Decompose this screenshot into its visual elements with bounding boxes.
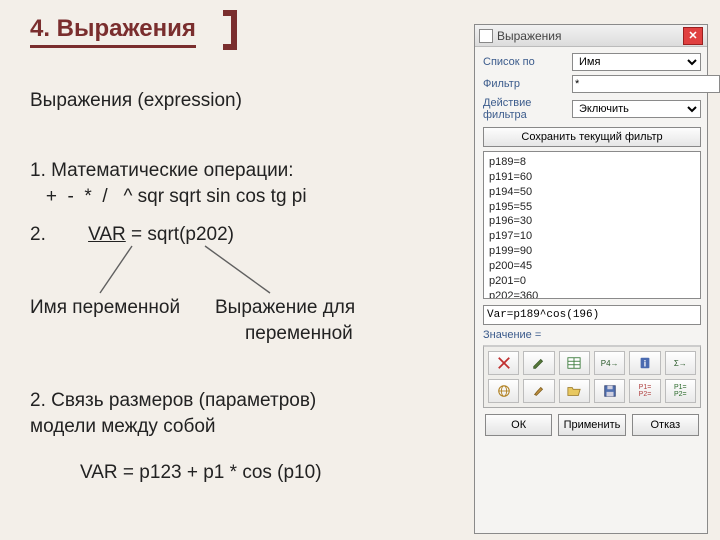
list-by-label: Список по <box>483 56 568 68</box>
list-item[interactable]: p202=360 <box>489 289 695 299</box>
list-item[interactable]: p196=30 <box>489 214 695 229</box>
value-label: Значение = <box>483 329 701 341</box>
close-button[interactable]: ✕ <box>683 27 703 45</box>
rel-1: 2. Связь размеров (параметров) <box>30 390 316 411</box>
tool-save[interactable] <box>594 379 625 403</box>
example-line: 2. VAR = sqrt(p202) <box>30 222 234 248</box>
list-item[interactable]: p200=45 <box>489 259 695 274</box>
list-item[interactable]: p195=55 <box>489 200 695 215</box>
list-item[interactable]: p189=8 <box>489 155 695 170</box>
tool-table[interactable] <box>559 351 590 375</box>
filter-label: Фильтр <box>483 78 568 90</box>
example-rest: = sqrt(p202) <box>126 224 234 245</box>
list-item[interactable]: p201=0 <box>489 274 695 289</box>
list-item[interactable]: p191=60 <box>489 170 695 185</box>
save-filter-button[interactable]: Сохранить текущий фильтр <box>483 127 701 147</box>
intro-line: Выражения (expression) <box>30 88 242 114</box>
apply-button[interactable]: Применить <box>558 414 625 436</box>
math-ops-block: 1. Математические операции: + - * / ^ sq… <box>30 158 307 209</box>
title-bracket-decor <box>223 10 237 50</box>
tool-info[interactable]: i <box>629 351 660 375</box>
tool-p4[interactable]: P4→ <box>594 351 625 375</box>
example-var: VAR <box>88 224 126 245</box>
dialog-icon <box>479 29 493 43</box>
label-expr-2: переменной <box>215 323 353 344</box>
ok-button[interactable]: ОК <box>485 414 552 436</box>
filter-input[interactable] <box>572 75 720 93</box>
label-expr: Выражение для переменной <box>215 295 355 346</box>
tool-edit[interactable] <box>523 351 554 375</box>
tool-globe[interactable] <box>488 379 519 403</box>
toolbar: P4→ i Σ→ P1=P2= P1=P2= <box>483 345 701 408</box>
label-var-name: Имя переменной <box>30 295 180 321</box>
tool-open[interactable] <box>559 379 590 403</box>
list-by-select[interactable]: Имя <box>572 53 701 71</box>
label-expr-1: Выражение для <box>215 297 355 318</box>
variable-listbox[interactable]: p189=8 p191=60 p194=50 p195=55 p196=30 p… <box>483 151 701 299</box>
ops-heading: 1. Математические операции: <box>30 160 294 181</box>
dialog-title-text: Выражения <box>497 29 679 43</box>
tool-sum[interactable]: Σ→ <box>665 351 696 375</box>
arrow-lines <box>0 0 460 540</box>
list-item[interactable]: p197=10 <box>489 229 695 244</box>
relation-block: 2. Связь размеров (параметров) модели ме… <box>30 388 316 439</box>
tool-brush[interactable] <box>523 379 554 403</box>
filter-action-label: Действие фильтра <box>483 97 568 121</box>
dialog-titlebar: Выражения ✕ <box>475 25 707 47</box>
list-item[interactable]: p194=50 <box>489 185 695 200</box>
expression-input[interactable] <box>483 305 701 325</box>
list-item[interactable]: p199=90 <box>489 244 695 259</box>
example-num: 2. <box>30 224 51 245</box>
tool-p1p2-b[interactable]: P1=P2= <box>665 379 696 403</box>
tool-p1p2-a[interactable]: P1=P2= <box>629 379 660 403</box>
svg-text:i: i <box>644 359 646 369</box>
expressions-dialog: Выражения ✕ Список по Имя Фильтр Действи… <box>474 24 708 534</box>
cancel-button[interactable]: Отказ <box>632 414 699 436</box>
rel-2: модели между собой <box>30 416 216 437</box>
slide-title: 4. Выражения <box>30 15 196 48</box>
filter-action-select[interactable]: Эключить <box>572 100 701 118</box>
tool-delete[interactable] <box>488 351 519 375</box>
relation-example: VAR = p123 + p1 * cos (p10) <box>80 460 322 486</box>
ops-list: + - * / ^ sqr sqrt sin cos tg pi <box>30 186 307 207</box>
